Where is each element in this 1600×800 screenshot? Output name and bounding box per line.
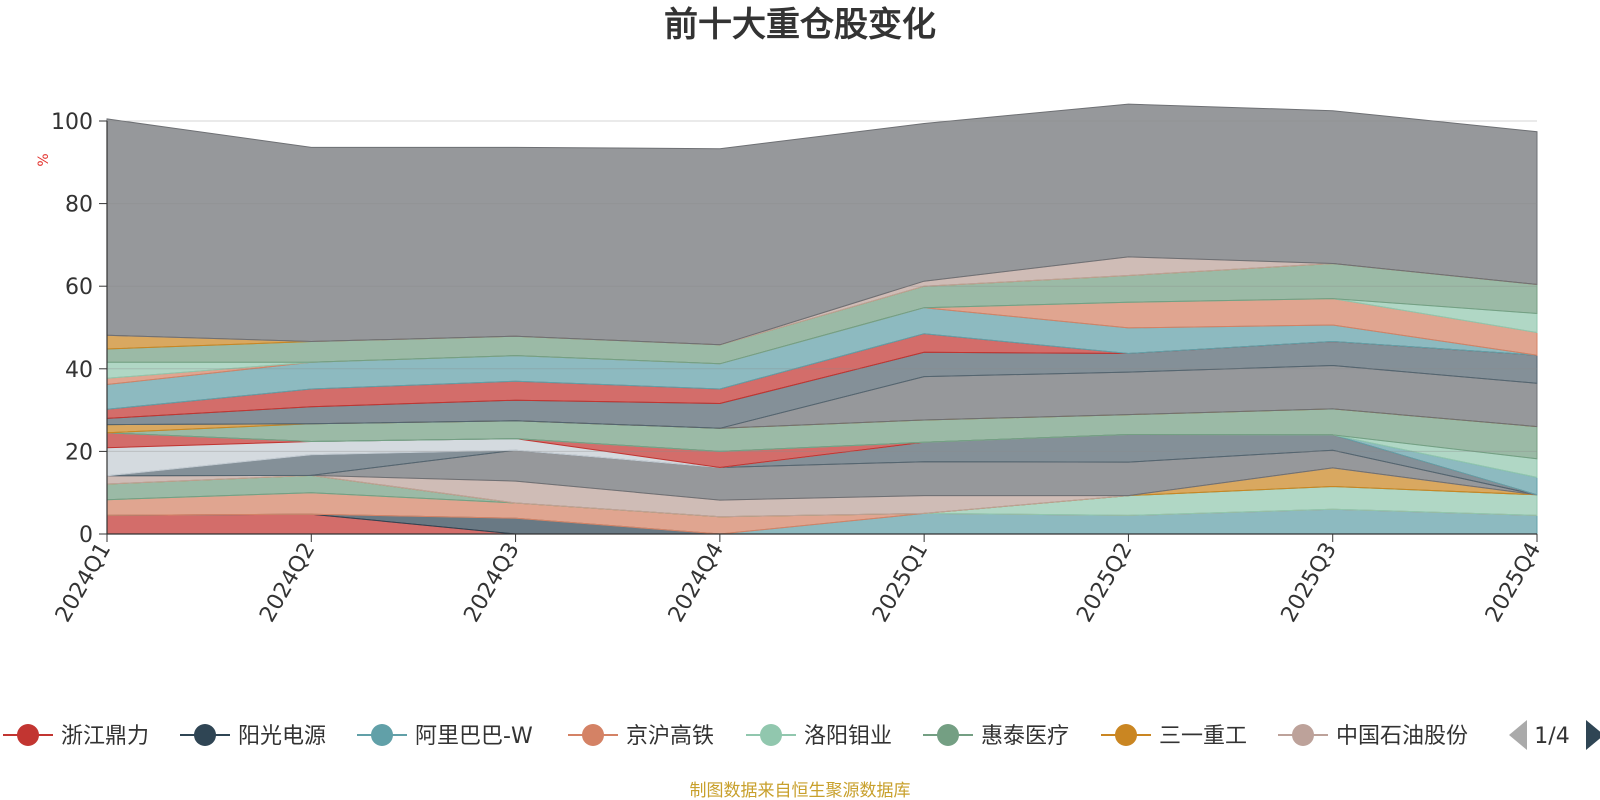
- legend-marker-icon: [194, 724, 216, 746]
- legend-label: 京沪高铁: [626, 724, 714, 749]
- legend-marker-icon: [937, 724, 959, 746]
- legend-marker-icon: [760, 724, 782, 746]
- legend-item[interactable]: 惠泰医疗: [923, 724, 1069, 749]
- source-note: 制图数据来自恒生聚源数据库: [690, 781, 911, 800]
- y-tick-label: 80: [65, 193, 93, 218]
- legend-marker-icon: [1115, 724, 1137, 746]
- legend-item[interactable]: 三一重工: [1101, 724, 1247, 749]
- x-tick-label: 2024Q1: [51, 539, 116, 627]
- y-tick-label: 100: [51, 110, 93, 135]
- y-tick-label: 20: [65, 440, 93, 465]
- legend-item[interactable]: 浙江鼎力: [3, 724, 149, 749]
- legend-label: 中国石油股份: [1336, 724, 1468, 749]
- grid-lines: [107, 120, 1537, 452]
- x-tick-label: 2025Q2: [1072, 539, 1137, 627]
- legend-page-indicator: 1/4: [1534, 724, 1569, 749]
- axes: [106, 121, 1537, 535]
- legend-marker-icon: [582, 724, 604, 746]
- legend-label: 三一重工: [1159, 724, 1247, 749]
- legend-label: 惠泰医疗: [981, 724, 1069, 749]
- y-tick-label: 0: [79, 523, 93, 548]
- area-layers: [106, 103, 1538, 535]
- x-tick-label: 2024Q3: [459, 539, 524, 627]
- legend-item[interactable]: 中国石油股份: [1278, 724, 1468, 749]
- y-axis-label: %: [36, 153, 52, 166]
- legend-prev-icon[interactable]: [1509, 720, 1527, 750]
- legend-marker-icon: [1292, 724, 1314, 746]
- legend-marker-icon: [371, 724, 393, 746]
- legend-item[interactable]: 阿里巴巴-W: [357, 724, 533, 749]
- legend-item[interactable]: 京沪高铁: [568, 724, 714, 749]
- legend-item[interactable]: 阳光电源: [180, 724, 326, 749]
- x-tick-label: 2025Q1: [868, 539, 933, 627]
- y-tick-labels: 0 20 40 60 80 100: [51, 110, 107, 548]
- legend-label: 阿里巴巴-W: [415, 724, 533, 749]
- y-tick-label: 40: [65, 358, 93, 383]
- legend-label: 浙江鼎力: [61, 724, 149, 749]
- area-other-21: [106, 103, 1538, 346]
- legend-label: 阳光电源: [238, 724, 326, 749]
- x-tick-label: 2024Q2: [255, 539, 320, 627]
- x-tick-label: 2024Q4: [664, 539, 729, 627]
- legend-label: 洛阳钼业: [804, 724, 892, 749]
- legend-next-icon[interactable]: [1586, 720, 1600, 750]
- x-tick-label: 2025Q4: [1481, 539, 1546, 627]
- legend-item[interactable]: 洛阳钼业: [746, 724, 892, 749]
- chart-title: 前十大重仓股变化: [664, 5, 936, 45]
- x-tick-label: 2025Q3: [1277, 539, 1342, 627]
- x-tick-labels: 2024Q1 2024Q2 2024Q3 2024Q4 2025Q1 2025Q2 2025…: [51, 534, 1546, 627]
- legend-marker-icon: [17, 724, 39, 746]
- legend-pager[interactable]: 1/4: [1509, 720, 1600, 750]
- legend[interactable]: 浙江鼎力 阳光电源 阿里巴巴-W 京沪高铁 洛阳钼业 惠泰医疗 三一重工 中国石油股份: [3, 724, 1468, 749]
- y-tick-label: 60: [65, 275, 93, 300]
